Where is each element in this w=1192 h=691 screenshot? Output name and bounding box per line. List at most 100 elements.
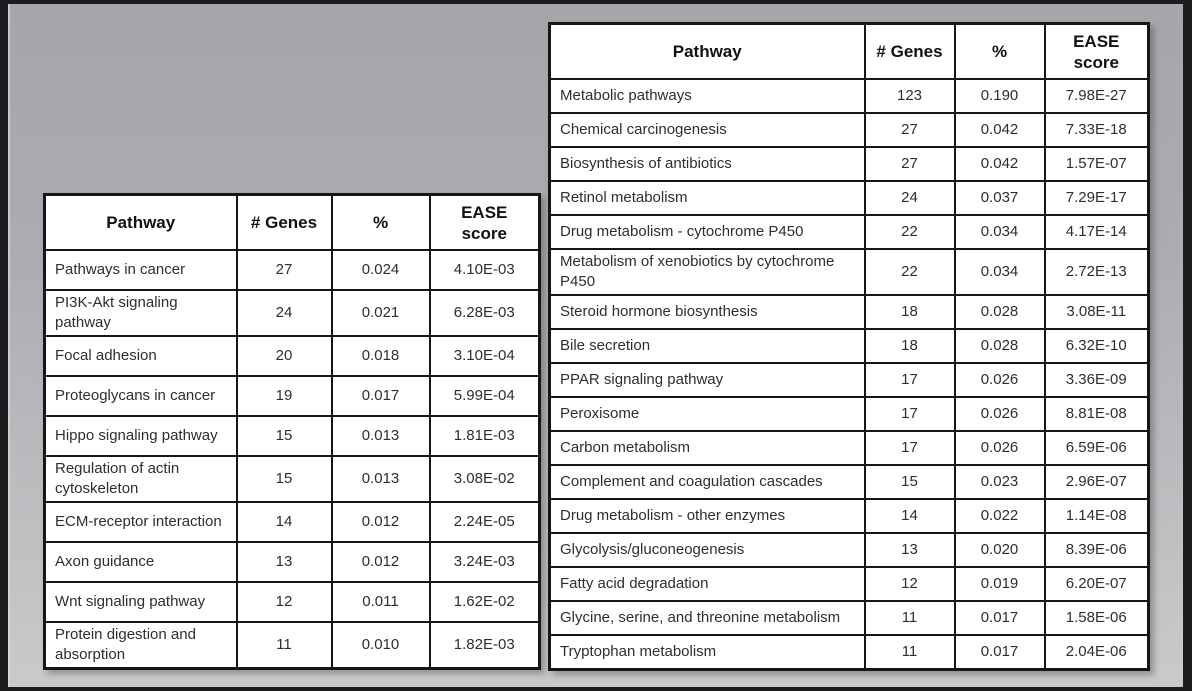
- cell-pct: 0.042: [953, 112, 1046, 148]
- table-row: ECM-receptor interaction 14 0.012 2.24E-05: [43, 501, 541, 543]
- table-row: Regulation of actin cytoskeleton 15 0.013 3…: [43, 455, 541, 503]
- cell-ease: 1.62E-02: [428, 581, 541, 623]
- cell-genes: 11: [235, 621, 333, 670]
- cell-pct: 0.011: [330, 581, 431, 623]
- cell-genes: 24: [235, 289, 333, 337]
- cell-genes: 13: [863, 532, 956, 568]
- cell-ease: 2.04E-06: [1043, 634, 1150, 671]
- cell-ease: 2.96E-07: [1043, 464, 1150, 500]
- cell-pathway: Axon guidance: [43, 541, 238, 583]
- cell-pathway: PI3K-Akt signaling pathway: [43, 289, 238, 337]
- cell-ease: 7.29E-17: [1043, 180, 1150, 216]
- cell-ease: 1.14E-08: [1043, 498, 1150, 534]
- cell-pct: 0.023: [953, 464, 1046, 500]
- cell-pathway: Bile secretion: [548, 328, 866, 364]
- table-row: Protein digestion and absorption 11 0.010 1…: [43, 621, 541, 670]
- cell-pct: 0.190: [953, 78, 1046, 114]
- cell-pathway: Metabolism of xenobiotics by cytochrome …: [548, 248, 866, 296]
- table-row: PI3K-Akt signaling pathway 24 0.021 6.28E-0…: [43, 289, 541, 337]
- cell-ease: 6.28E-03: [428, 289, 541, 337]
- cell-pct: 0.017: [953, 600, 1046, 636]
- cell-pathway: Focal adhesion: [43, 335, 238, 377]
- table-row: Proteoglycans in cancer 19 0.017 5.99E-04: [43, 375, 541, 417]
- cell-genes: 14: [235, 501, 333, 543]
- cell-pathway: Glycine, serine, and threonine metabolis…: [548, 600, 866, 636]
- cell-genes: 24: [863, 180, 956, 216]
- cell-pct: 0.018: [330, 335, 431, 377]
- cell-pct: 0.042: [953, 146, 1046, 182]
- table-row: Chemical carcinogenesis 27 0.042 7.33E-18: [548, 112, 1150, 148]
- cell-ease: 3.36E-09: [1043, 362, 1150, 398]
- cell-genes: 15: [235, 415, 333, 457]
- column-header-pct: %: [330, 193, 431, 251]
- table-row: Drug metabolism - cytochrome P450 22 0.034…: [548, 214, 1150, 250]
- table-row: Retinol metabolism 24 0.037 7.29E-17: [548, 180, 1150, 216]
- table-row: Metabolism of xenobiotics by cytochrome …: [548, 248, 1150, 296]
- table-row: PPAR signaling pathway 17 0.026 3.36E-09: [548, 362, 1150, 398]
- cell-genes: 12: [863, 566, 956, 602]
- table-row: Steroid hormone biosynthesis 18 0.028 3.08E…: [548, 294, 1150, 330]
- cell-genes: 11: [863, 600, 956, 636]
- cell-genes: 18: [863, 328, 956, 364]
- cell-genes: 14: [863, 498, 956, 534]
- cell-genes: 17: [863, 396, 956, 432]
- cell-pct: 0.024: [330, 249, 431, 291]
- cell-pathway: Hippo signaling pathway: [43, 415, 238, 457]
- cell-ease: 2.72E-13: [1043, 248, 1150, 296]
- cell-genes: 27: [863, 146, 956, 182]
- cell-pct: 0.017: [953, 634, 1046, 671]
- cell-genes: 17: [863, 362, 956, 398]
- cell-genes: 22: [863, 248, 956, 296]
- table-row: Wnt signaling pathway 12 0.011 1.62E-02: [43, 581, 541, 623]
- table-row: Drug metabolism - other enzymes 14 0.022 1.…: [548, 498, 1150, 534]
- cell-ease: 6.59E-06: [1043, 430, 1150, 466]
- table-row: Biosynthesis of antibiotics 27 0.042 1.57E-…: [548, 146, 1150, 182]
- cell-ease: 1.82E-03: [428, 621, 541, 670]
- cell-ease: 7.33E-18: [1043, 112, 1150, 148]
- column-header-pct: %: [953, 22, 1046, 80]
- cell-pct: 0.017: [330, 375, 431, 417]
- cell-pathway: Protein digestion and absorption: [43, 621, 238, 670]
- cell-genes: 13: [235, 541, 333, 583]
- cell-ease: 4.10E-03: [428, 249, 541, 291]
- header-row: Pathway # Genes % EASE score: [43, 193, 541, 251]
- cell-ease: 3.24E-03: [428, 541, 541, 583]
- cell-genes: 11: [863, 634, 956, 671]
- column-header-pathway: Pathway: [43, 193, 238, 251]
- cell-pathway: Wnt signaling pathway: [43, 581, 238, 623]
- table-row: Peroxisome 17 0.026 8.81E-08: [548, 396, 1150, 432]
- cell-pct: 0.012: [330, 501, 431, 543]
- cell-pathway: PPAR signaling pathway: [548, 362, 866, 398]
- cell-pathway: Regulation of actin cytoskeleton: [43, 455, 238, 503]
- cell-ease: 1.57E-07: [1043, 146, 1150, 182]
- column-header-ease-label: EASE score: [461, 202, 508, 243]
- table-row: Pathways in cancer 27 0.024 4.10E-03: [43, 249, 541, 291]
- cell-pct: 0.020: [953, 532, 1046, 568]
- cell-pct: 0.019: [953, 566, 1046, 602]
- cell-pathway: Drug metabolism - other enzymes: [548, 498, 866, 534]
- cell-genes: 15: [235, 455, 333, 503]
- cell-genes: 27: [235, 249, 333, 291]
- cell-ease: 4.17E-14: [1043, 214, 1150, 250]
- cell-pathway: Steroid hormone biosynthesis: [548, 294, 866, 330]
- pathway-table-left: Pathway # Genes % EASE score Pathways in…: [43, 193, 541, 670]
- cell-genes: 15: [863, 464, 956, 500]
- cell-pct: 0.013: [330, 415, 431, 457]
- pathway-table-right: Pathway # Genes % EASE score Metabolic p…: [548, 22, 1150, 671]
- cell-pathway: Drug metabolism - cytochrome P450: [548, 214, 866, 250]
- cell-pathway: Retinol metabolism: [548, 180, 866, 216]
- column-header-ease-label: EASE score: [1073, 31, 1120, 72]
- table-row: Carbon metabolism 17 0.026 6.59E-06: [548, 430, 1150, 466]
- table-row: Axon guidance 13 0.012 3.24E-03: [43, 541, 541, 583]
- cell-ease: 1.81E-03: [428, 415, 541, 457]
- column-header-pathway: Pathway: [548, 22, 866, 80]
- cell-genes: 12: [235, 581, 333, 623]
- cell-pct: 0.028: [953, 294, 1046, 330]
- cell-ease: 7.98E-27: [1043, 78, 1150, 114]
- table-row: Bile secretion 18 0.028 6.32E-10: [548, 328, 1150, 364]
- cell-pct: 0.037: [953, 180, 1046, 216]
- cell-ease: 5.99E-04: [428, 375, 541, 417]
- cell-genes: 19: [235, 375, 333, 417]
- header-row: Pathway # Genes % EASE score: [548, 22, 1150, 80]
- cell-pct: 0.021: [330, 289, 431, 337]
